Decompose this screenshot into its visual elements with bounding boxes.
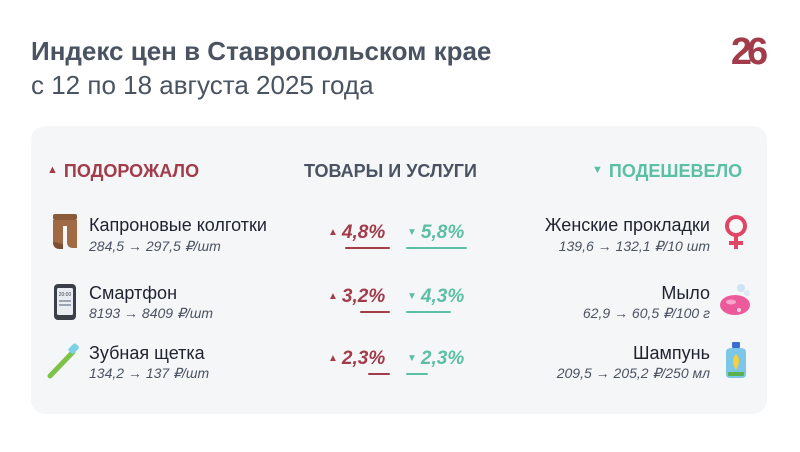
triangle-down-icon: ▼ xyxy=(592,164,603,177)
item-price: 209,5 → 205,2 ₽/250 мл xyxy=(556,365,710,381)
item-price: 139,6 → 132,1 ₽/10 шт xyxy=(558,238,710,254)
triangle-up-icon: ▲ xyxy=(328,353,338,364)
item-name: Женские прокладки xyxy=(544,215,710,235)
bar-down xyxy=(406,247,467,249)
triangle-down-icon: ▼ xyxy=(407,291,417,302)
pct-down-value: 4,3% xyxy=(420,286,465,307)
item-price: 8193 → 8409 ₽/шт xyxy=(89,305,214,321)
triangle-down-icon: ▼ xyxy=(407,353,417,364)
logo-icon: 26 xyxy=(731,31,770,70)
header-goods: ТОВАРЫ И УСЛУГИ xyxy=(304,161,477,181)
triangle-down-icon: ▼ xyxy=(407,227,417,238)
pct-up-value: 4,8% xyxy=(341,222,386,243)
pct-up-value: 2,3% xyxy=(341,348,386,369)
header-up: ▲ ПОДОРОЖАЛО xyxy=(47,161,199,182)
bar-up xyxy=(345,247,390,249)
female-sign-icon xyxy=(725,215,747,249)
bar-down xyxy=(406,373,428,375)
pct-down: ▼ 2,3% xyxy=(407,348,464,370)
item-name: Капроновые колготки xyxy=(89,215,267,235)
soap-icon xyxy=(720,284,750,315)
header-up-label: ПОДОРОЖАЛО xyxy=(63,161,200,181)
bar-up xyxy=(360,311,390,313)
item-name: Мыло xyxy=(661,283,710,303)
item-price: 62,9 → 60,5 ₽/100 г xyxy=(582,305,710,321)
tights-icon xyxy=(53,214,77,249)
pct-up: ▲ 3,2% xyxy=(328,286,385,308)
item-name: Смартфон xyxy=(89,283,178,303)
toothbrush-icon xyxy=(47,343,79,379)
header-down: ▼ ПОДЕШЕВЕЛО xyxy=(592,161,742,182)
page-subtitle: с 12 по 18 августа 2025 года xyxy=(31,70,374,100)
item-price: 284,5 → 297,5 ₽/шт xyxy=(89,238,221,254)
smartphone-icon: 20:00 xyxy=(54,284,76,320)
pct-down-value: 2,3% xyxy=(420,348,465,369)
price-card xyxy=(31,126,767,414)
header-down-label: ПОДЕШЕВЕЛО xyxy=(608,161,743,181)
page-title: Индекс цен в Ставропольском крае xyxy=(31,36,492,66)
item-name: Шампунь xyxy=(633,343,710,363)
pct-down: ▼ 5,8% xyxy=(407,222,464,244)
svg-text:20:00: 20:00 xyxy=(59,292,72,298)
pct-up: ▲ 2,3% xyxy=(328,348,385,370)
bar-up xyxy=(368,373,390,375)
pct-down-value: 5,8% xyxy=(420,222,465,243)
item-price: 134,2 → 137 ₽/шт xyxy=(89,365,210,381)
pct-up-value: 3,2% xyxy=(341,286,386,307)
triangle-up-icon: ▲ xyxy=(328,227,338,238)
shampoo-icon xyxy=(726,342,746,378)
item-name: Зубная щетка xyxy=(89,343,205,363)
logo-text: 26 xyxy=(731,31,767,70)
pct-up: ▲ 4,8% xyxy=(328,222,385,244)
triangle-up-icon: ▲ xyxy=(47,164,58,177)
pct-down: ▼ 4,3% xyxy=(407,286,464,308)
bar-down xyxy=(406,311,451,313)
triangle-up-icon: ▲ xyxy=(328,291,338,302)
